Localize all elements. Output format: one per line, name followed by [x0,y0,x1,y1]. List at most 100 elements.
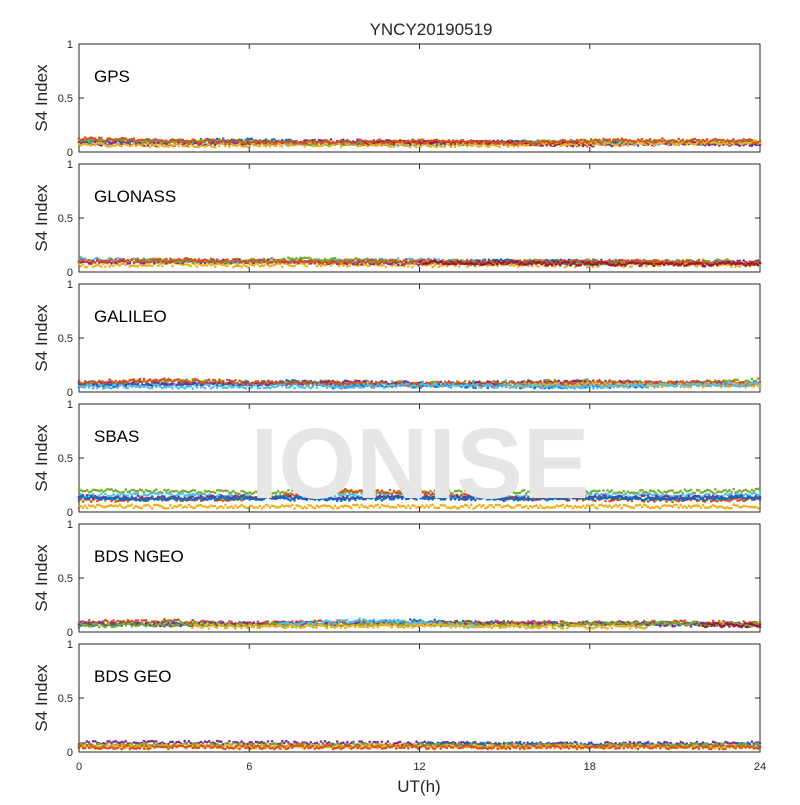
y-tick-label: 0.5 [58,93,73,105]
data-point [677,144,680,147]
data-point [342,142,345,145]
data-point [507,142,510,145]
data-point [179,142,182,145]
data-point [90,144,93,147]
data-point [494,142,497,145]
data-point [220,141,223,144]
data-point [271,261,274,264]
data-point [592,141,595,144]
data-point [431,266,434,269]
data-point [553,261,556,264]
data-point [360,263,363,266]
data-point [586,144,589,147]
data-point [480,142,483,145]
data-point [360,140,363,143]
data-point [751,378,754,381]
data-point [704,265,707,268]
data-point [698,139,701,142]
data-point [411,266,414,269]
data-point [726,258,729,261]
data-point [342,262,345,265]
data-point [738,265,741,268]
data-point [726,139,729,142]
data-point [82,138,85,141]
data-point [153,262,156,265]
data-point [214,139,217,142]
data-point [466,259,469,262]
data-point [187,261,190,264]
data-point [131,258,134,261]
data-point [488,140,491,143]
data-point [742,259,745,262]
data-point [151,141,154,144]
panel-label: GPS [94,67,130,86]
data-point [269,145,272,148]
data-point [466,145,469,148]
data-point [285,260,288,263]
data-point [344,259,347,262]
data-point [340,139,343,142]
data-point [403,265,406,268]
y-axis-label: S4 Index [32,64,51,132]
data-point [287,145,290,148]
data-point [596,262,599,265]
data-point [455,263,458,266]
data-point [420,260,423,263]
data-point [452,143,455,146]
data-point [470,259,473,262]
data-point [131,383,134,386]
data-point [499,145,502,148]
data-point [478,380,481,383]
data-point [681,262,684,265]
data-point [417,264,420,267]
data-point [584,259,587,262]
data-point [78,137,81,140]
data-point [275,144,278,147]
data-point [462,139,465,142]
data-point [661,262,664,265]
data-point [645,144,648,147]
data-point [92,142,95,145]
data-point [348,265,351,268]
data-point [214,265,217,268]
data-point [401,261,404,264]
data-point [415,141,418,144]
data-point [165,258,168,261]
data-point [545,260,548,263]
data-point [636,262,639,265]
data-point [677,259,680,262]
data-point [120,145,123,148]
data-point [137,258,140,261]
data-point [383,142,386,145]
data-point [190,265,193,268]
data-point [330,264,333,267]
data-point [700,262,703,265]
data-point [185,144,188,147]
data-point [391,142,394,145]
data-point [375,142,378,145]
data-point [722,139,725,142]
data-point [157,264,160,267]
data-point [651,263,654,266]
data-point [759,140,762,143]
data-point [708,260,711,263]
data-point [580,143,583,146]
data-point [663,139,666,142]
data-point [759,262,762,265]
data-point [94,261,97,264]
data-point [236,258,239,261]
data-point [409,140,412,143]
data-point [131,144,134,147]
data-point [114,141,117,144]
data-point [226,265,229,268]
data-point [423,259,426,262]
data-point [476,142,479,145]
data-point [133,261,136,264]
data-point [385,266,388,269]
data-point [421,138,424,141]
data-point [159,258,162,261]
data-point [598,139,601,142]
data-point [427,258,430,261]
data-point [460,144,463,147]
